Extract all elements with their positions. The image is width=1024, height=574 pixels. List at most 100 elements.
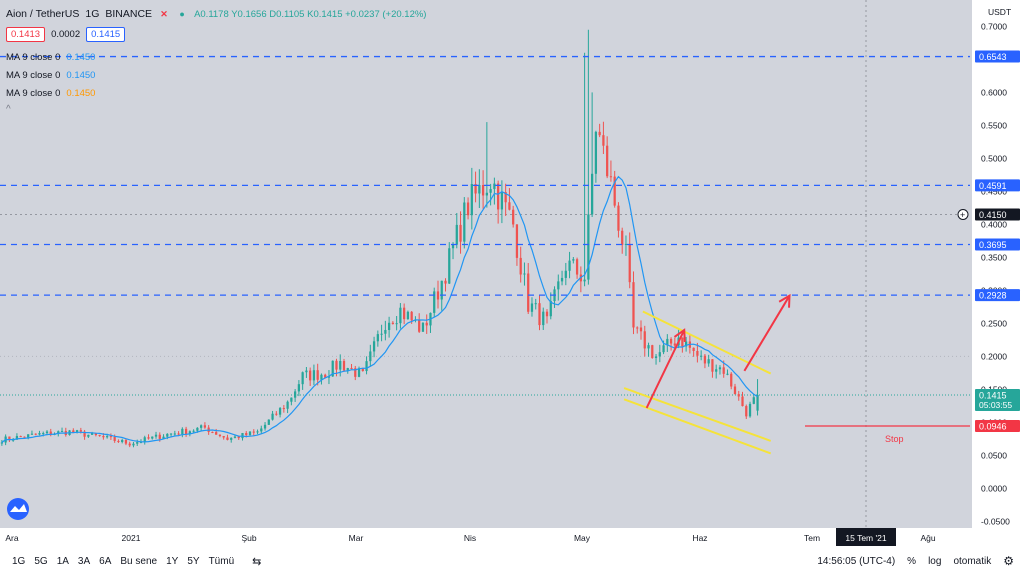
auto-scale-toggle[interactable]: otomatik (953, 555, 992, 567)
status-dot-icon[interactable]: ● (179, 9, 185, 19)
price-label-text: 0.1415 (979, 391, 1007, 401)
candle-body (372, 341, 376, 352)
range-button-4[interactable]: 6A (99, 555, 112, 567)
crosshair-date-label[interactable] (836, 528, 896, 546)
price-label-hline[interactable] (975, 179, 1020, 192)
ask-price[interactable]: 0.1415 (86, 27, 126, 42)
ma-line (1, 175, 758, 443)
range-button-1[interactable]: 5G (34, 555, 48, 567)
channel-lower-line[interactable] (623, 387, 772, 442)
candle-body (169, 433, 173, 435)
settings-gear-icon[interactable]: ⚙ (1003, 554, 1014, 568)
x-tick-label: 2021 (122, 533, 141, 543)
candle-body (703, 355, 707, 364)
candle-body (594, 131, 598, 174)
candle-body (756, 395, 759, 411)
candle-body (538, 303, 541, 326)
price-label-crosshair[interactable] (975, 208, 1020, 221)
range-button-3[interactable]: 3A (77, 555, 91, 567)
price-label-hline[interactable] (975, 50, 1020, 63)
arrow-line[interactable] (645, 329, 686, 409)
candle-body (271, 413, 274, 420)
candle-body (263, 424, 267, 429)
indicator-ma-1[interactable]: MA 9 close 0 0.1450 (6, 52, 96, 63)
close-icon[interactable]: ✕ (160, 9, 168, 19)
candle-body (418, 319, 421, 332)
candle-body (515, 224, 519, 258)
candle-body (591, 173, 594, 215)
time-axis-panel[interactable] (0, 528, 1024, 548)
indicator-ma-3[interactable]: MA 9 close 0 0.1450 (6, 88, 96, 99)
stop-annotation: Stop (885, 434, 904, 444)
candle-body (147, 437, 150, 439)
add-alert-icon[interactable] (957, 209, 969, 220)
candle-body (737, 394, 740, 397)
candle-body (519, 257, 522, 275)
range-button-8[interactable]: Tümü (208, 555, 235, 567)
candle-body (583, 279, 586, 282)
arrow-line[interactable] (743, 295, 791, 372)
x-tick-label: Mar (349, 533, 364, 543)
x-tick-label: Ağu (920, 533, 935, 543)
candle-body (436, 291, 440, 300)
candle-body (508, 202, 511, 210)
y-tick-label: 0.2500 (981, 318, 1007, 328)
candle-body (621, 230, 624, 245)
compare-range-icon[interactable]: ⇆ (252, 555, 262, 568)
candle-body (602, 135, 605, 146)
candle-body (440, 280, 443, 300)
price-label-stop[interactable] (975, 419, 1020, 432)
candle-body (564, 270, 567, 278)
y-tick-label: 0.6000 (981, 87, 1007, 97)
price-label-hline[interactable] (975, 289, 1020, 302)
price-label-text: 0.4150 (979, 210, 1007, 220)
candle-body (752, 397, 755, 404)
collapse-legend-icon[interactable]: ^ (6, 104, 11, 115)
range-button-6[interactable]: 1Y (166, 555, 179, 567)
candle-body (203, 425, 207, 428)
price-label-last[interactable] (975, 389, 1020, 412)
y-tick-label: 0.2000 (981, 351, 1007, 361)
candle-body (572, 259, 575, 261)
log-toggle[interactable]: log (928, 555, 942, 567)
candle-body (463, 202, 466, 242)
candle-body (700, 355, 703, 357)
candle-body (425, 322, 428, 326)
candle-body (301, 372, 304, 385)
candle-body (647, 345, 650, 349)
candle-body (399, 307, 402, 324)
range-button-0[interactable]: 1G (12, 555, 26, 567)
bid-price[interactable]: 0.1413 (6, 27, 46, 42)
range-button-5[interactable]: Bu sene (120, 555, 158, 567)
candle-body (350, 368, 353, 370)
percent-toggle[interactable]: % (907, 555, 917, 567)
indicator-ma-2[interactable]: MA 9 close 0 0.1450 (6, 70, 96, 81)
symbol-name[interactable]: Aion / TetherUS (6, 8, 80, 20)
price-label-text: 0.3695 (979, 240, 1007, 250)
candle-body (94, 432, 97, 436)
candle-body (12, 439, 15, 441)
y-tick-label: 0.5000 (981, 153, 1007, 163)
candle-body (624, 243, 628, 245)
range-button-2[interactable]: 1A (56, 555, 69, 567)
candle-body (83, 431, 86, 437)
candle-body (342, 361, 346, 371)
candle-body (384, 329, 387, 334)
candle-body (512, 209, 515, 225)
candle-body (218, 434, 222, 437)
candle-body (643, 331, 646, 349)
range-button-7[interactable]: 5Y (187, 555, 200, 567)
interval-label[interactable]: 1G (85, 8, 100, 20)
price-label-hline[interactable] (975, 238, 1020, 251)
channel-lower-line-2[interactable] (623, 398, 772, 455)
price-chart[interactable]: StopUSDT0.70000.65000.60000.55000.50000.… (0, 0, 1024, 548)
plus-icon: + (960, 210, 965, 220)
x-tick-label: Şub (241, 533, 256, 543)
candle-body (606, 145, 609, 177)
candle-body (248, 431, 252, 436)
y-tick-label: 0.0500 (981, 450, 1007, 460)
candle-body (282, 408, 285, 410)
candle-body (406, 311, 410, 320)
price-axis-panel[interactable] (972, 0, 1024, 548)
clock-time[interactable]: 14:56:05 (UTC-4) (817, 555, 896, 567)
